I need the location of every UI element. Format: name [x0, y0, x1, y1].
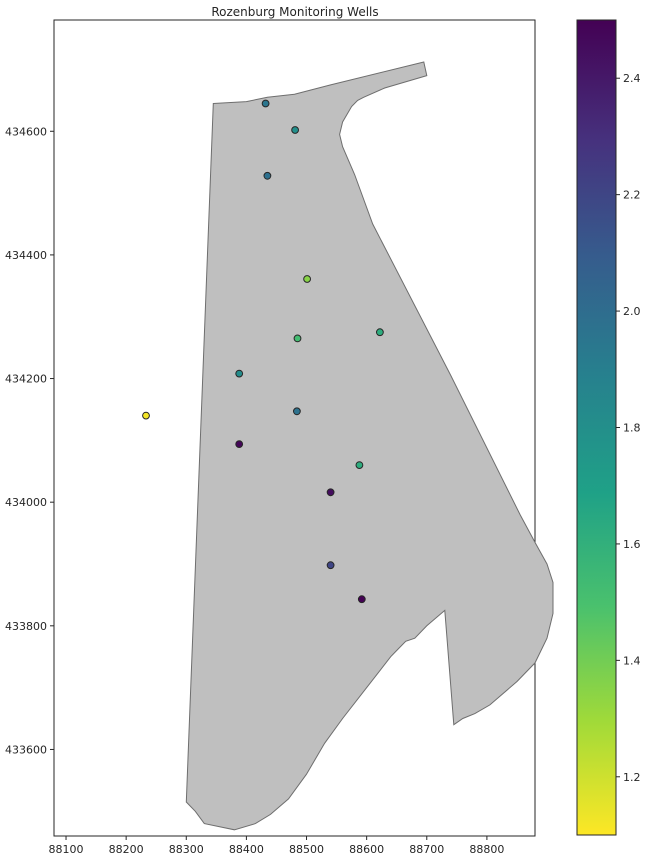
monitoring-well-point	[235, 440, 244, 449]
monitoring-well-point	[303, 275, 312, 283]
x-tick-label: 88800	[469, 843, 504, 856]
monitoring-well-point	[263, 171, 272, 180]
x-axis-ticks: 88100 88200 88300 88400 88500 88600 88700 88800	[49, 836, 504, 856]
monitoring-well-point	[355, 461, 364, 470]
monitoring-well-point	[376, 328, 384, 337]
y-tick-label: 434400	[5, 249, 47, 262]
rozenburg-boundary-polygon	[185, 61, 554, 831]
monitoring-well-point	[142, 411, 150, 420]
x-tick-label: 88500	[289, 843, 324, 856]
monitoring-well-point	[326, 488, 335, 497]
x-tick-label: 88700	[409, 843, 444, 856]
monitoring-well-point	[235, 369, 244, 378]
monitoring-well-point	[291, 126, 300, 134]
y-tick-label: 434600	[5, 125, 47, 138]
colorbar-tick-label: 1.2	[623, 771, 641, 784]
plot-area	[142, 61, 554, 831]
y-tick-label: 433600	[5, 743, 47, 756]
colorbar-tick-label: 2.4	[623, 72, 641, 85]
colorbar-tick-label: 1.8	[623, 422, 641, 435]
y-axis-ticks: 433600 433800 434000 434200 434400 434600	[5, 125, 54, 756]
monitoring-well-point	[293, 407, 301, 416]
colorbar-gradient	[576, 19, 617, 836]
monitoring-well-point	[357, 595, 366, 604]
map-axes: 88100 88200 88300 88400 88500 88600 88700 88800…	[5, 19, 554, 856]
colorbar-tick-label: 2.2	[623, 189, 641, 202]
map-title: Rozenburg Monitoring Wells	[211, 5, 378, 19]
colorbar-tick-label: 1.4	[623, 654, 641, 667]
colorbar: 1.2 1.4 1.6 1.8 2.0 2.2 2.4	[576, 19, 641, 836]
monitoring-well-point	[261, 99, 270, 108]
monitoring-well-point	[326, 561, 335, 570]
monitoring-well-point	[293, 334, 302, 343]
colorbar-ticks: 1.2 1.4 1.6 1.8 2.0 2.2 2.4	[616, 72, 641, 784]
y-tick-label: 433800	[5, 620, 47, 633]
colorbar-tick-label: 1.6	[623, 538, 641, 551]
x-tick-label: 88300	[169, 843, 204, 856]
x-tick-label: 88200	[109, 843, 144, 856]
y-tick-label: 434200	[5, 373, 47, 386]
colorbar-tick-label: 2.0	[623, 305, 641, 318]
x-tick-label: 88400	[229, 843, 264, 856]
y-tick-label: 434000	[5, 496, 47, 509]
x-tick-label: 88100	[49, 843, 84, 856]
x-tick-label: 88600	[349, 843, 384, 856]
